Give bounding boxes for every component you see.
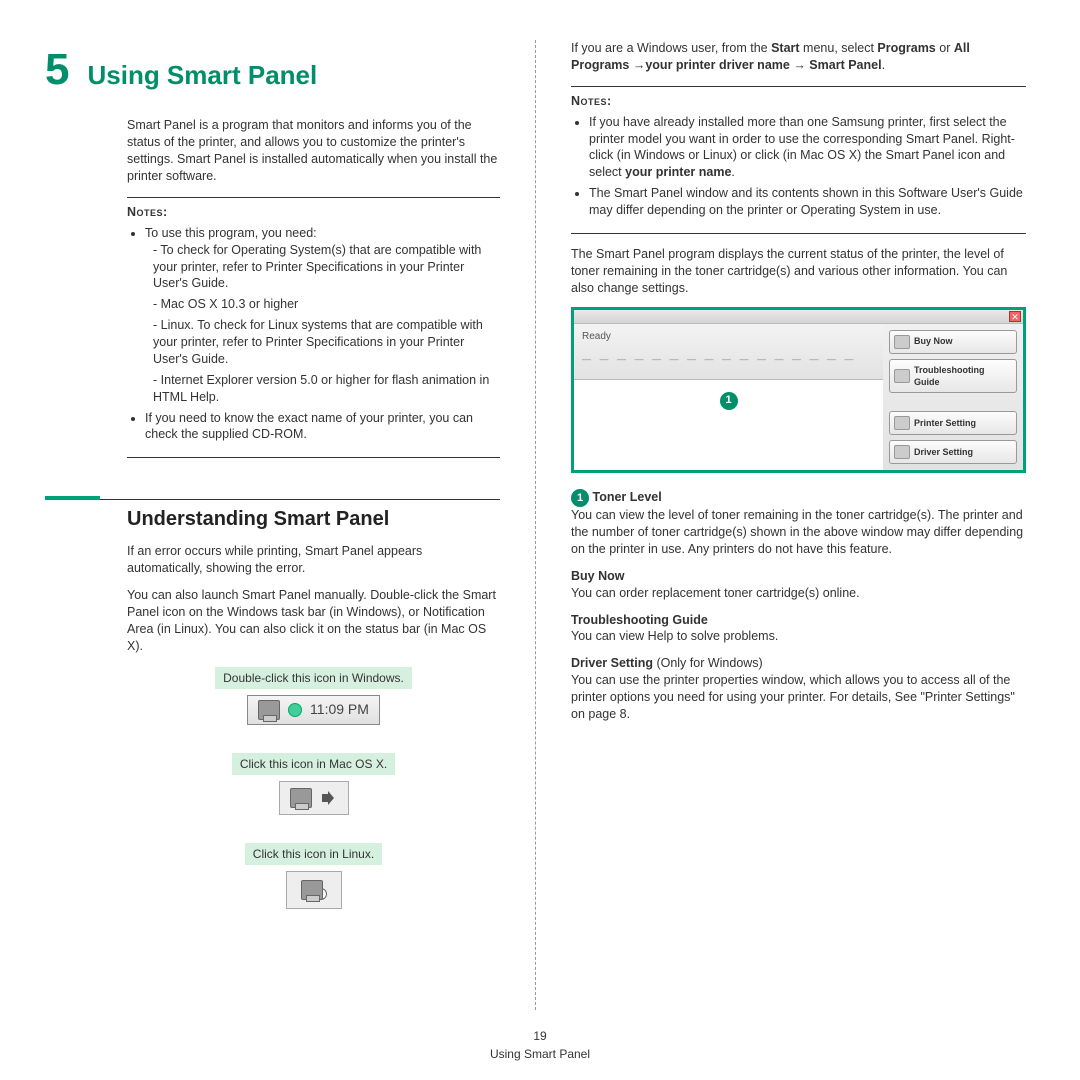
chapter-number: 5 (45, 40, 69, 99)
printer-icon (894, 416, 910, 430)
window-titlebar: ✕ (574, 310, 1023, 324)
left-column: 5 Using Smart Panel Smart Panel is a pro… (45, 40, 535, 1010)
close-icon[interactable]: ✕ (1009, 311, 1021, 322)
printer-icon (301, 880, 323, 900)
right-column: If you are a Windows user, from the Star… (536, 40, 1026, 1010)
panel-status-area: Ready — — — — — — — — — — — — — — — — (574, 324, 883, 380)
notes-item: If you have already installed more than … (589, 114, 1026, 182)
mac-statusbar-icon (279, 781, 349, 815)
callout-windows: Double-click this icon in Windows. (215, 667, 412, 689)
page-footer: 19 Using Smart Panel (0, 1028, 1080, 1062)
body-text: If an error occurs while printing, Smart… (127, 543, 500, 577)
feature-driver: Driver Setting (Only for Windows) You ca… (571, 655, 1026, 723)
printer-icon (258, 700, 280, 720)
notes-item: Mac OS X 10.3 or higher (153, 296, 500, 313)
feature-troubleshooting: Troubleshooting Guide You can view Help … (571, 612, 1026, 646)
body-text: You can also launch Smart Panel manually… (127, 587, 500, 655)
footer-title: Using Smart Panel (0, 1046, 1080, 1062)
notes-item: Linux. To check for Linux systems that a… (153, 317, 500, 368)
chapter-title: Using Smart Panel (87, 58, 317, 93)
taskbar-time: 11:09 PM (310, 700, 369, 719)
intro-paragraph: Smart Panel is a program that monitors a… (127, 117, 500, 185)
notes-item: Internet Explorer version 5.0 or higher … (153, 372, 500, 406)
printer-setting-button[interactable]: Printer Setting (889, 411, 1017, 435)
buy-now-button[interactable]: Buy Now (889, 330, 1017, 354)
status-text: Ready (582, 331, 611, 342)
windows-taskbar-icon: 11:09 PM (247, 695, 380, 725)
status-dot-icon (288, 703, 302, 717)
notes-box-2: Notes: If you have already installed mor… (571, 86, 1026, 234)
notes-item: If you need to know the exact name of yo… (145, 410, 500, 444)
body-text: The Smart Panel program displays the cur… (571, 246, 1026, 297)
chapter-header: 5 Using Smart Panel (45, 40, 500, 99)
printer-icon (290, 788, 312, 808)
callout-linux: Click this icon in Linux. (245, 843, 382, 865)
book-icon (894, 369, 910, 383)
smart-panel-window: ✕ Ready — — — — — — — — — — — — — — — — … (571, 307, 1026, 473)
feature-buynow: Buy Now You can order replacement toner … (571, 568, 1026, 602)
body-text: If you are a Windows user, from the Star… (571, 40, 1026, 74)
notes-label: Notes: (571, 93, 1026, 110)
notes-item: The Smart Panel window and its contents … (589, 185, 1026, 219)
page-number: 19 (0, 1028, 1080, 1044)
notes-lead: To use this program, you need: (145, 226, 317, 240)
panel-preview-area: 1 (574, 380, 883, 470)
section-header: Understanding Smart Panel (45, 496, 500, 533)
callout-badge: 1 (571, 489, 589, 507)
driver-setting-button[interactable]: Driver Setting (889, 440, 1017, 464)
speaker-icon (322, 791, 338, 805)
section-title: Understanding Smart Panel (127, 506, 500, 533)
cart-icon (894, 335, 910, 349)
troubleshooting-button[interactable]: Troubleshooting Guide (889, 359, 1017, 393)
notes-item: To check for Operating System(s) that ar… (153, 242, 500, 293)
notes-box-1: Notes: To use this program, you need: To… (127, 197, 500, 458)
callout-mac: Click this icon in Mac OS X. (232, 753, 395, 775)
gear-icon (894, 445, 910, 459)
linux-tray-icon (286, 871, 342, 909)
notes-label: Notes: (127, 204, 500, 221)
feature-toner: 1 Toner Level You can view the level of … (571, 489, 1026, 558)
callout-badge: 1 (720, 392, 738, 410)
